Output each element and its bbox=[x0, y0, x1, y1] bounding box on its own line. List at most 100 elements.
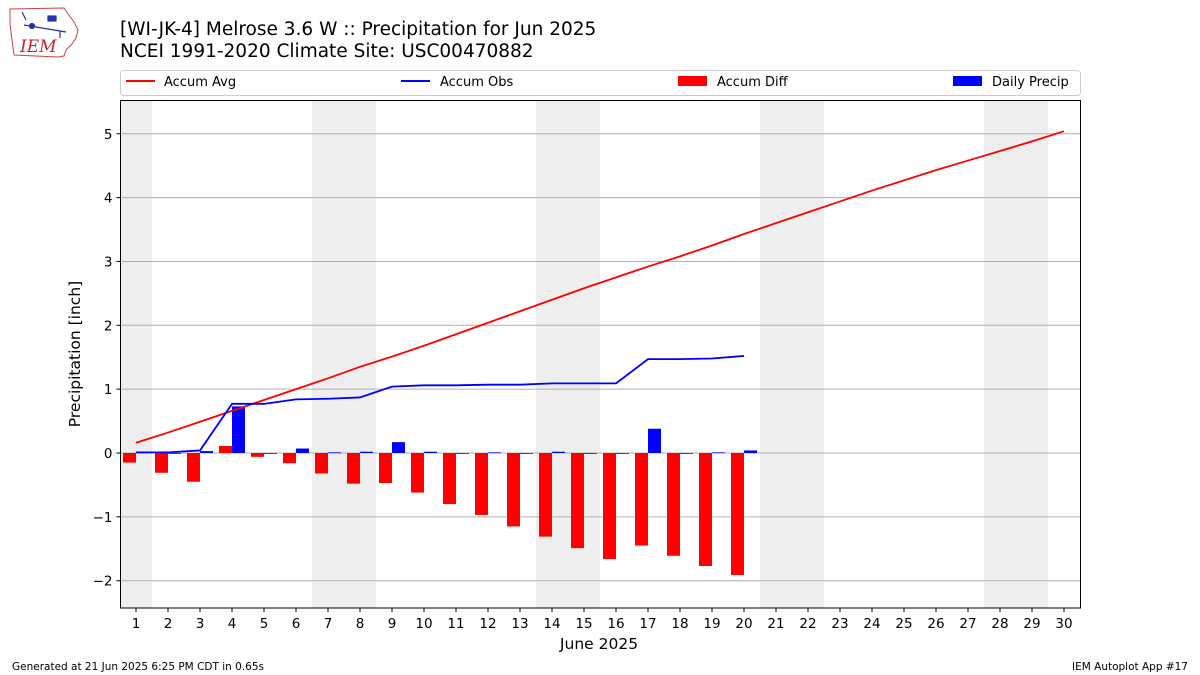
legend-label-accum-obs: Accum Obs bbox=[440, 75, 513, 90]
x-tick-label-12: 12 bbox=[479, 616, 496, 632]
legend-label-accum-avg: Accum Avg bbox=[164, 75, 236, 90]
daily-precip-bar-day-13 bbox=[520, 453, 533, 454]
accum-diff-bar-day-6 bbox=[283, 453, 296, 464]
x-tick-label-25: 25 bbox=[895, 616, 912, 632]
daily-precip-bar-day-2 bbox=[168, 453, 181, 454]
accum-diff-bar-day-13 bbox=[507, 453, 520, 527]
x-tick-label-30: 30 bbox=[1055, 616, 1072, 632]
accum-diff-bar-day-10 bbox=[411, 453, 424, 493]
accum-diff-bar-day-17 bbox=[635, 453, 648, 546]
weekend-band-day-28 bbox=[984, 100, 1016, 608]
daily-precip-bar-day-10 bbox=[424, 451, 437, 453]
x-tick-label-11: 11 bbox=[447, 616, 464, 632]
chart-subtitle: NCEI 1991-2020 Climate Site: USC00470882 bbox=[120, 41, 534, 62]
x-tick-label-26: 26 bbox=[927, 616, 944, 632]
x-tick-label-6: 6 bbox=[292, 616, 301, 632]
x-tick-label-8: 8 bbox=[356, 616, 365, 632]
x-tick-label-9: 9 bbox=[388, 616, 397, 632]
y-axis-label: Precipitation [inch] bbox=[66, 281, 84, 427]
y-tick-label--1: −1 bbox=[93, 510, 113, 526]
x-tick-label-2: 2 bbox=[164, 616, 173, 632]
accum-diff-bar-day-11 bbox=[443, 453, 456, 505]
weather-station-icon bbox=[21, 11, 67, 38]
x-tick-label-20: 20 bbox=[735, 616, 752, 632]
x-tick-label-13: 13 bbox=[511, 616, 528, 632]
x-tick-label-24: 24 bbox=[863, 616, 880, 632]
y-tick-label-0: 0 bbox=[104, 446, 113, 462]
y-tick-label-4: 4 bbox=[104, 191, 113, 207]
y-tick-label-1: 1 bbox=[104, 382, 113, 398]
weekend-band-day-8 bbox=[344, 100, 376, 608]
legend-label-daily-precip: Daily Precip bbox=[992, 75, 1069, 90]
legend: Accum Avg Accum Obs Accum Diff Daily Pre… bbox=[120, 70, 1081, 96]
x-tick-label-28: 28 bbox=[991, 616, 1008, 632]
x-tick-label-10: 10 bbox=[415, 616, 432, 632]
y-tick-label--2: −2 bbox=[93, 574, 113, 590]
weekend-band-day-29 bbox=[1016, 100, 1048, 608]
iowa-outline-icon bbox=[9, 7, 79, 58]
legend-swatch-accum-diff bbox=[678, 76, 707, 86]
x-tick-label-1: 1 bbox=[132, 616, 141, 632]
accum-diff-bar-day-12 bbox=[475, 453, 488, 515]
y-tick-label-2: 2 bbox=[104, 318, 113, 334]
x-tick-label-7: 7 bbox=[324, 616, 333, 632]
iem-logo: IEM bbox=[9, 7, 79, 58]
generated-note: Generated at 21 Jun 2025 6:25 PM CDT in … bbox=[12, 661, 264, 673]
accum-diff-bar-day-2 bbox=[155, 453, 168, 473]
x-tick-label-4: 4 bbox=[228, 616, 237, 632]
daily-precip-bar-day-8 bbox=[360, 451, 373, 453]
weekend-band-day-1 bbox=[120, 100, 152, 608]
bar-series bbox=[123, 406, 757, 575]
daily-precip-bar-day-11 bbox=[456, 453, 469, 454]
y-tick-label-3: 3 bbox=[104, 254, 113, 270]
y-tick-label-5: 5 bbox=[104, 127, 113, 143]
app-credit: IEM Autoplot App #17 bbox=[1072, 661, 1188, 673]
daily-precip-bar-day-17 bbox=[648, 428, 661, 453]
accum-diff-bar-day-18 bbox=[667, 453, 680, 556]
daily-precip-bar-day-15 bbox=[584, 453, 597, 454]
weekend-band-day-21 bbox=[760, 100, 792, 608]
legend-swatch-daily-precip bbox=[953, 76, 982, 86]
daily-precip-bar-day-16 bbox=[616, 453, 629, 454]
daily-precip-bar-day-5 bbox=[264, 453, 277, 454]
x-tick-label-3: 3 bbox=[196, 616, 205, 632]
x-tick-label-29: 29 bbox=[1023, 616, 1040, 632]
accum-diff-bar-day-16 bbox=[603, 453, 616, 559]
accum-diff-bar-day-3 bbox=[187, 453, 200, 482]
x-axis: 1 2 3 4 5 6 7 8 9 10 11 12 13 14 15 16 17 18 19 20 21 22 23 24 2… bbox=[132, 608, 1073, 632]
chart-title: [WI-JK-4] Melrose 3.6 W :: Precipitation… bbox=[120, 19, 596, 40]
x-tick-label-14: 14 bbox=[543, 616, 560, 632]
weekend-shading bbox=[120, 100, 1048, 608]
plot-frame bbox=[120, 100, 1081, 609]
accum-diff-bar-day-14 bbox=[539, 453, 552, 537]
x-tick-label-22: 22 bbox=[799, 616, 816, 632]
daily-precip-bar-day-20 bbox=[744, 450, 757, 453]
x-tick-label-5: 5 bbox=[260, 616, 269, 632]
y-gridlines bbox=[120, 133, 1081, 582]
y-axis: −2 −1 0 1 2 3 4 5 bbox=[93, 127, 121, 590]
x-tick-label-18: 18 bbox=[671, 616, 688, 632]
legend-frame bbox=[120, 70, 1081, 96]
daily-precip-bar-day-19 bbox=[712, 452, 725, 454]
x-tick-label-15: 15 bbox=[575, 616, 592, 632]
accum-diff-bar-day-5 bbox=[251, 453, 264, 457]
legend-label-accum-diff: Accum Diff bbox=[717, 75, 789, 90]
x-tick-label-21: 21 bbox=[767, 616, 784, 632]
accum-diff-bar-day-19 bbox=[699, 453, 712, 567]
accum-diff-bar-day-20 bbox=[731, 453, 744, 575]
daily-precip-bar-day-3 bbox=[200, 451, 213, 453]
accum-avg-line bbox=[135, 130, 1065, 444]
accum-diff-bar-day-1 bbox=[123, 453, 136, 463]
daily-precip-bar-day-4 bbox=[232, 406, 245, 453]
daily-precip-bar-day-9 bbox=[392, 442, 405, 453]
x-tick-label-19: 19 bbox=[703, 616, 720, 632]
logo-text: IEM bbox=[19, 37, 57, 57]
accum-diff-bar-day-15 bbox=[571, 453, 584, 549]
weekend-band-day-7 bbox=[312, 100, 344, 608]
line-series bbox=[135, 130, 1065, 454]
daily-precip-bar-day-7 bbox=[328, 452, 341, 454]
x-tick-label-27: 27 bbox=[959, 616, 976, 632]
x-tick-label-16: 16 bbox=[607, 616, 624, 632]
x-axis-label: June 2025 bbox=[559, 635, 638, 653]
